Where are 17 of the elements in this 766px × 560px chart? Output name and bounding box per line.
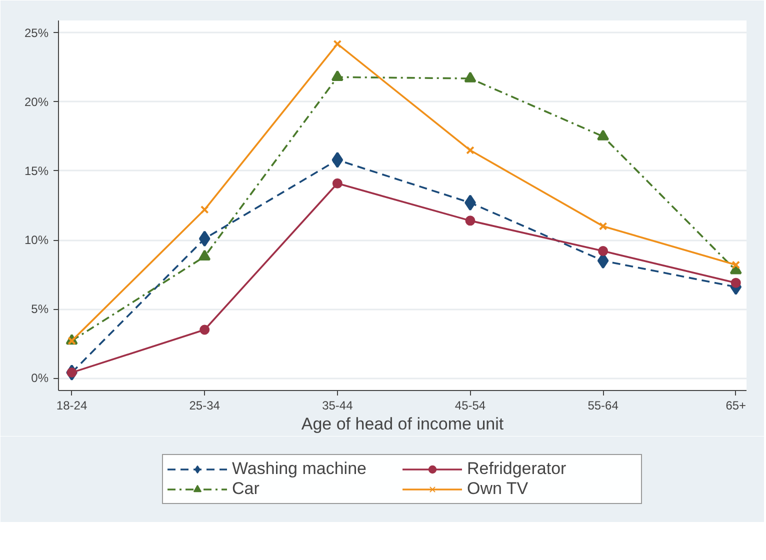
x-tick-label: 65+ (726, 398, 746, 412)
y-tick-label: 0% (31, 371, 49, 386)
y-tick-label: 5% (31, 302, 49, 316)
x-tick-label: 18-24 (56, 398, 88, 412)
y-tick-label: 10% (24, 233, 49, 248)
x-axis-title: Age of head of income unit (301, 414, 504, 434)
legend-label: Washing machine (232, 459, 368, 479)
y-tick-label: 20% (24, 94, 49, 109)
x-tick-label: 55-64 (588, 398, 619, 412)
x-tick-label: 35-44 (322, 398, 354, 412)
legend-label: Own TV (467, 479, 530, 499)
y-tick-label: 25% (24, 26, 49, 40)
legend-label: Refridgerator (467, 459, 568, 479)
y-tick-label: 15% (24, 164, 49, 178)
legend-label: Car (232, 479, 260, 499)
x-tick-label: 45-54 (454, 398, 486, 412)
x-tick-label: 25-34 (189, 398, 220, 412)
